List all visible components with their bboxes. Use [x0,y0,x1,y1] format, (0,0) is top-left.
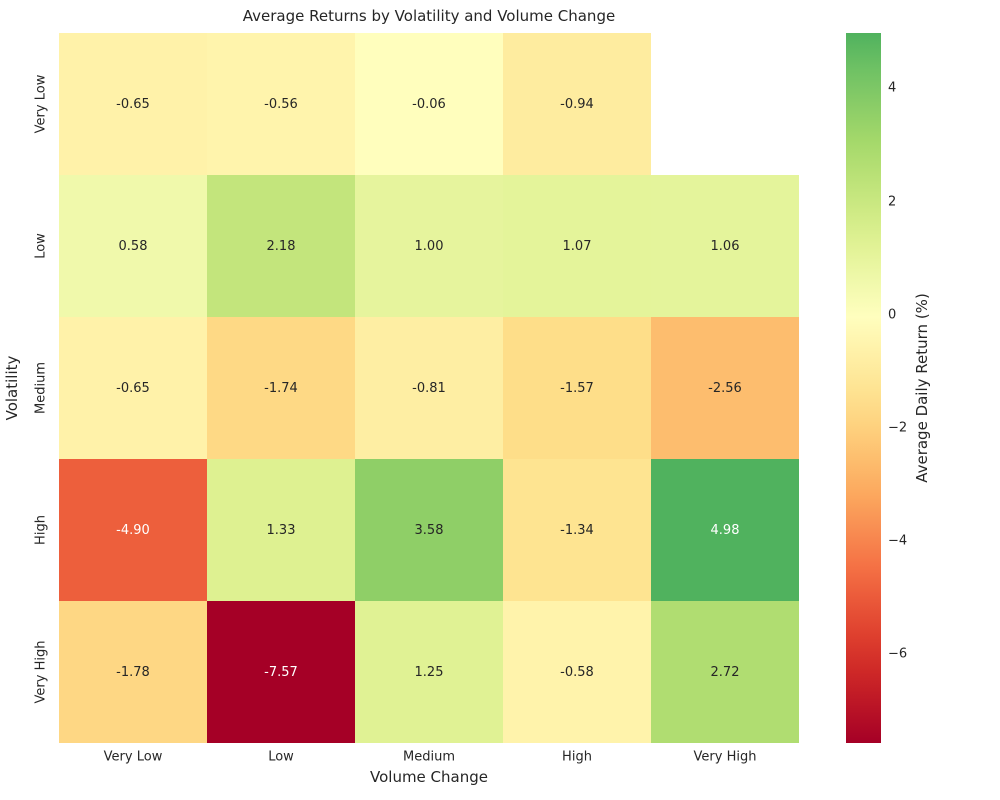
y-axis-label: Volatility [3,355,21,421]
cell-annotation: -0.06 [412,96,446,112]
colorbar [846,33,881,743]
heatmap-cell: -0.65 [59,33,207,175]
x-tick-label: Very High [693,749,757,765]
heatmap-cell: 1.06 [651,175,799,317]
y-tick-label: Low [33,233,49,259]
cell-annotation: 2.18 [266,238,296,254]
cell-annotation: -0.94 [560,96,594,112]
cell-annotation: -1.78 [116,664,150,680]
heatmap-cell: 1.33 [207,459,355,601]
heatmap-cell: -1.78 [59,601,207,743]
heatmap-cell: -1.57 [503,317,651,459]
cell-annotation: -0.56 [264,96,298,112]
colorbar-tick-label: 0 [888,307,897,323]
heatmap-cell: -0.06 [355,33,503,175]
y-tick-label: Very Low [33,74,49,134]
colorbar-tick-label: 4 [888,80,897,96]
colorbar-tick-label: 2 [888,194,897,210]
x-tick-label: Medium [403,749,455,765]
colorbar-gradient [846,33,881,743]
heatmap-cell: 2.18 [207,175,355,317]
heatmap-cell: -1.34 [503,459,651,601]
heatmap-cell: -7.57 [207,601,355,743]
cell-annotation: 1.33 [266,522,296,538]
heatmap-cell: -4.90 [59,459,207,601]
heatmap-cell: 0.58 [59,175,207,317]
x-tick-label: High [562,749,592,765]
colorbar-label: Average Daily Return (%) [913,293,931,483]
x-tick-label: Very Low [103,749,163,765]
heatmap-cell: 1.00 [355,175,503,317]
heatmap-cell: -0.56 [207,33,355,175]
heatmap-cell: 1.07 [503,175,651,317]
cell-annotation: -2.56 [708,380,742,396]
cell-annotation: -0.81 [412,380,446,396]
x-axis-label: Volume Change [370,768,488,786]
cell-annotation: -1.34 [560,522,594,538]
cell-annotation: -7.57 [264,664,298,680]
cell-annotation: 3.58 [414,522,444,538]
heatmap-cell: -0.58 [503,601,651,743]
y-tick-label: Medium [33,362,49,414]
heatmap-cell: 3.58 [355,459,503,601]
cell-annotation: -4.90 [116,522,150,538]
cell-annotation: 2.72 [710,664,740,680]
heatmap-cell: -2.56 [651,317,799,459]
cell-annotation: 0.58 [118,238,148,254]
cell-annotation: 1.00 [414,238,444,254]
heatmap-grid: -0.65 -0.56 -0.06 -0.94 0.58 2.18 1.00 1.07 1.06… [59,33,799,743]
cell-annotation: -1.57 [560,380,594,396]
cell-annotation: 1.07 [562,238,592,254]
cell-annotation: -0.65 [116,380,150,396]
heatmap-cell: -1.74 [207,317,355,459]
cell-annotation: 1.06 [710,238,740,254]
colorbar-tick-label: −4 [888,533,908,549]
cell-annotation: 4.98 [710,522,740,538]
heatmap-cell: -0.81 [355,317,503,459]
cell-annotation: -0.65 [116,96,150,112]
chart-title: Average Returns by Volatility and Volume… [242,7,616,25]
y-tick-label: High [33,515,49,545]
cell-annotation: -1.74 [264,380,298,396]
colorbar-tick-label: −6 [888,646,908,662]
y-tick-label: Very High [33,640,49,704]
cell-annotation: -0.58 [560,664,594,680]
colorbar-tick-label: −2 [888,420,908,436]
heatmap-cell: -0.65 [59,317,207,459]
heatmap-cell: 4.98 [651,459,799,601]
heatmap-cell: 1.25 [355,601,503,743]
heatmap-cell: 2.72 [651,601,799,743]
heatmap-cell: -0.94 [503,33,651,175]
x-tick-label: Low [268,749,294,765]
cell-annotation: 1.25 [414,664,444,680]
